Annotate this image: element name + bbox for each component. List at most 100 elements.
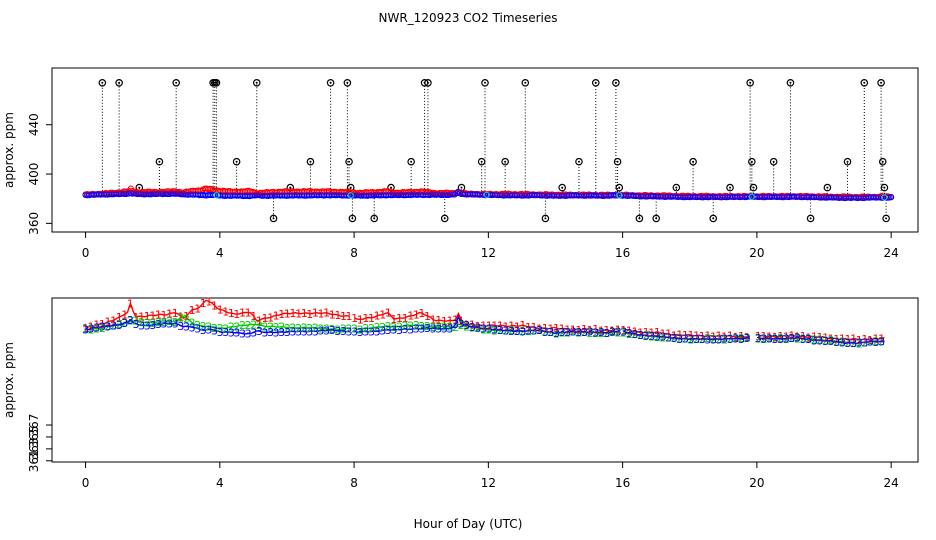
top-spike-point-core (175, 81, 178, 84)
bottom-y-tick-label: 367 (27, 414, 41, 437)
series-2-marker: 2 (671, 332, 678, 345)
series-1-marker: 1 (346, 310, 353, 323)
series-2-marker: 2 (194, 319, 201, 332)
top-spike-point (823, 183, 832, 192)
bottom-y-tick-label: 365 (27, 425, 41, 448)
series-2-marker: 2 (794, 332, 801, 345)
series-3-marker: 3 (856, 337, 863, 350)
series-3-marker: 3 (233, 327, 240, 340)
series-3-marker: 3 (441, 323, 448, 336)
top-spike-point (612, 78, 620, 87)
series-1-marker: 1 (149, 309, 156, 322)
top-spike-point-core (349, 186, 352, 189)
top-spike-point (541, 214, 550, 223)
top-spike-point (424, 78, 432, 87)
series-1-marker: 1 (788, 329, 795, 342)
series-1-marker: 1 (497, 319, 504, 332)
series-3-marker: 3 (833, 336, 840, 349)
series-3-marker: 3 (306, 325, 313, 338)
series-2-marker: 2 (323, 323, 330, 336)
series-1-marker: 1 (127, 297, 134, 310)
series-1-marker: 1 (480, 320, 487, 333)
series-1-marker: 1 (351, 312, 358, 325)
series-2-marker: 2 (654, 331, 661, 344)
series-3-marker: 3 (463, 319, 470, 332)
series-3-marker: 3 (688, 333, 695, 346)
series-2-marker: 2 (88, 324, 95, 337)
bottom-x-tick-label: 12 (481, 476, 496, 490)
series-1-marker: 1 (161, 309, 168, 322)
series-2-marker: 2 (161, 316, 168, 329)
series-1-marker: 1 (368, 312, 375, 325)
series-1-marker: 1 (850, 333, 857, 346)
series-2-marker: 2 (738, 332, 745, 345)
top-point-accent (616, 192, 623, 199)
series-1-marker: 1 (861, 333, 868, 346)
top-spike-point (370, 214, 379, 223)
series-3-marker: 3 (480, 323, 487, 336)
top-spike-point-core (289, 186, 292, 189)
series-3-marker: 3 (205, 323, 212, 336)
series-2-marker: 2 (446, 320, 453, 333)
series-2-marker: 2 (379, 321, 386, 334)
series-3-marker: 3 (772, 333, 779, 346)
bottom-x-axis: 0 4 8 12 16 20 24 (82, 462, 899, 490)
top-spike-point-core (789, 81, 792, 84)
series-2-marker: 2 (424, 320, 431, 333)
series-3-marker: 3 (547, 326, 554, 339)
series-1-marker: 1 (329, 309, 336, 322)
series-3-marker: 3 (486, 323, 493, 336)
series-1-marker: 1 (671, 329, 678, 342)
series-1-marker: 1 (654, 326, 661, 339)
series-1-marker: 1 (772, 331, 779, 344)
series-2-marker: 2 (239, 319, 246, 332)
series-1-marker: 1 (407, 310, 414, 323)
series-3-marker: 3 (491, 324, 498, 337)
series-1-marker: 1 (390, 313, 397, 326)
series-2-marker: 2 (289, 321, 296, 334)
series-3-marker: 3 (654, 330, 661, 343)
top-spike-point (343, 78, 352, 87)
series-3-marker: 3 (312, 325, 319, 338)
series-2-marker: 2 (760, 333, 767, 346)
series-1-marker: 1 (693, 329, 700, 342)
top-plot-frame (51, 67, 919, 233)
series-1-marker: 1 (424, 310, 431, 323)
series-1-marker: 1 (172, 307, 179, 320)
series-3-marker: 3 (609, 326, 616, 339)
series-2-marker: 2 (189, 317, 196, 330)
series-1-marker: 1 (110, 314, 117, 327)
series-3-marker: 3 (637, 329, 644, 342)
top-spike-point (615, 183, 624, 192)
series-3-marker: 3 (138, 319, 145, 332)
series-1-marker: 1 (233, 308, 240, 321)
top-spike-point-core (881, 160, 884, 163)
series-3-marker: 3 (531, 325, 538, 338)
series-1-marker: 1 (755, 330, 762, 343)
top-spike-point (806, 214, 815, 223)
series-2-marker: 2 (362, 322, 369, 335)
series-2-marker: 2 (659, 332, 666, 345)
series-3-marker: 3 (155, 318, 162, 331)
top-spike-point (860, 78, 869, 87)
series-1-marker: 1 (615, 323, 622, 336)
series-3-marker: 3 (250, 326, 257, 339)
top-spike-point-core (863, 81, 866, 84)
top-point-accent (483, 191, 490, 198)
series-3-marker: 3 (334, 325, 341, 338)
series-2-marker: 2 (267, 320, 274, 333)
series-2-marker: 2 (250, 318, 257, 331)
series-2-marker: 2 (245, 319, 252, 332)
series-2-marker: 2 (598, 327, 605, 340)
series-2-marker: 2 (514, 325, 521, 338)
top-spike-point-core (426, 81, 429, 84)
top-y-tick-label: 440 (27, 113, 41, 136)
series-1-marker: 1 (261, 312, 268, 325)
series-3-marker: 3 (744, 332, 751, 345)
series-3-marker: 3 (245, 328, 252, 341)
series-2-marker: 2 (542, 325, 549, 338)
series-1-marker: 1 (217, 304, 224, 317)
series-1-marker: 1 (374, 310, 381, 323)
series-2-line (85, 315, 885, 345)
series-2-marker: 2 (172, 316, 179, 329)
